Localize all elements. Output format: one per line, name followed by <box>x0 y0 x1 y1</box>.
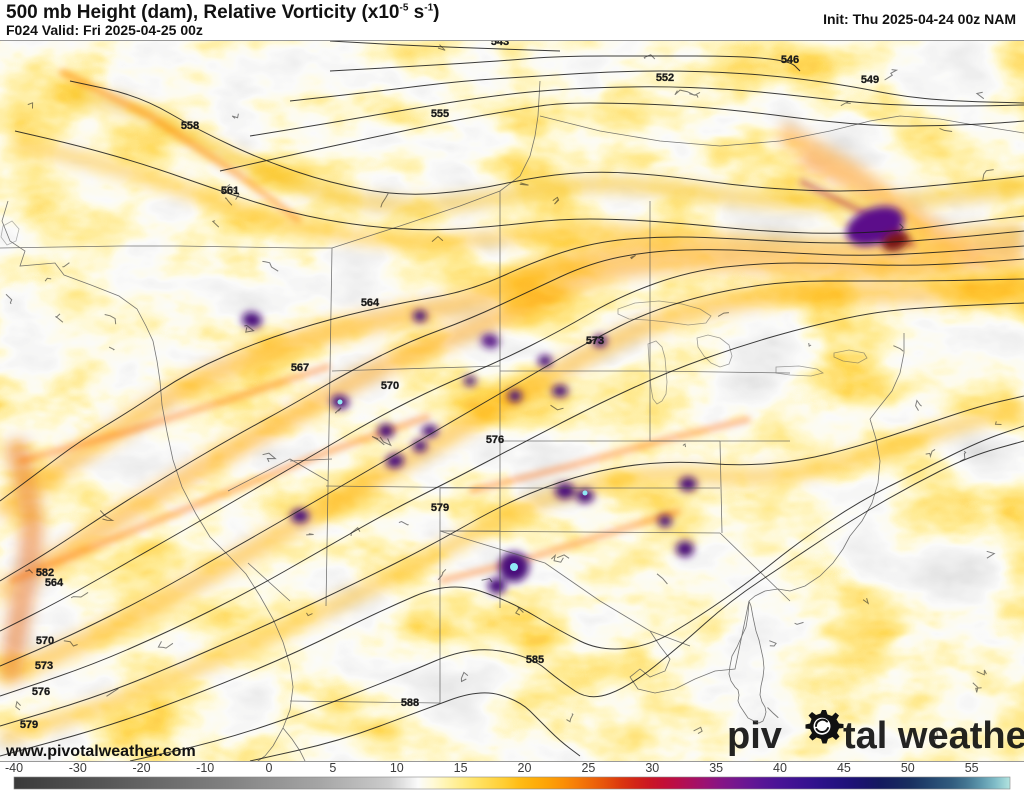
svg-text:45: 45 <box>837 761 851 775</box>
svg-text:-20: -20 <box>132 761 150 775</box>
svg-text:55: 55 <box>965 761 979 775</box>
svg-text:588: 588 <box>401 697 419 709</box>
svg-text:50: 50 <box>901 761 915 775</box>
svg-text:35: 35 <box>709 761 723 775</box>
svg-text:-40: -40 <box>5 761 23 775</box>
svg-text:576: 576 <box>32 686 50 698</box>
svg-text:543: 543 <box>491 41 509 48</box>
svg-text:573: 573 <box>586 335 604 347</box>
svg-text:0: 0 <box>266 761 273 775</box>
svg-text:40: 40 <box>773 761 787 775</box>
svg-text:570: 570 <box>381 380 399 392</box>
svg-text:549: 549 <box>861 74 879 86</box>
svg-text:15: 15 <box>454 761 468 775</box>
svg-text:tal weather: tal weather <box>843 715 1024 757</box>
svg-text:564: 564 <box>361 297 380 309</box>
svg-text:573: 573 <box>35 660 53 672</box>
svg-text:570: 570 <box>36 635 54 647</box>
svg-text:579: 579 <box>431 502 449 514</box>
svg-text:546: 546 <box>781 54 799 66</box>
svg-text:5: 5 <box>329 761 336 775</box>
svg-text:-30: -30 <box>69 761 87 775</box>
svg-text:www.pivotalweather.com: www.pivotalweather.com <box>5 743 196 760</box>
svg-text:552: 552 <box>656 72 674 84</box>
svg-text:30: 30 <box>645 761 659 775</box>
svg-text:576: 576 <box>486 434 504 446</box>
svg-text:561: 561 <box>221 185 239 197</box>
svg-text:585: 585 <box>526 654 544 666</box>
svg-text:579: 579 <box>20 719 38 731</box>
svg-text:-10: -10 <box>196 761 214 775</box>
svg-text:567: 567 <box>291 362 309 374</box>
svg-text:20: 20 <box>518 761 532 775</box>
svg-text:558: 558 <box>181 120 199 132</box>
svg-text:10: 10 <box>390 761 404 775</box>
svg-text:564: 564 <box>45 577 64 589</box>
svg-text:555: 555 <box>431 108 449 120</box>
svg-text:25: 25 <box>581 761 595 775</box>
